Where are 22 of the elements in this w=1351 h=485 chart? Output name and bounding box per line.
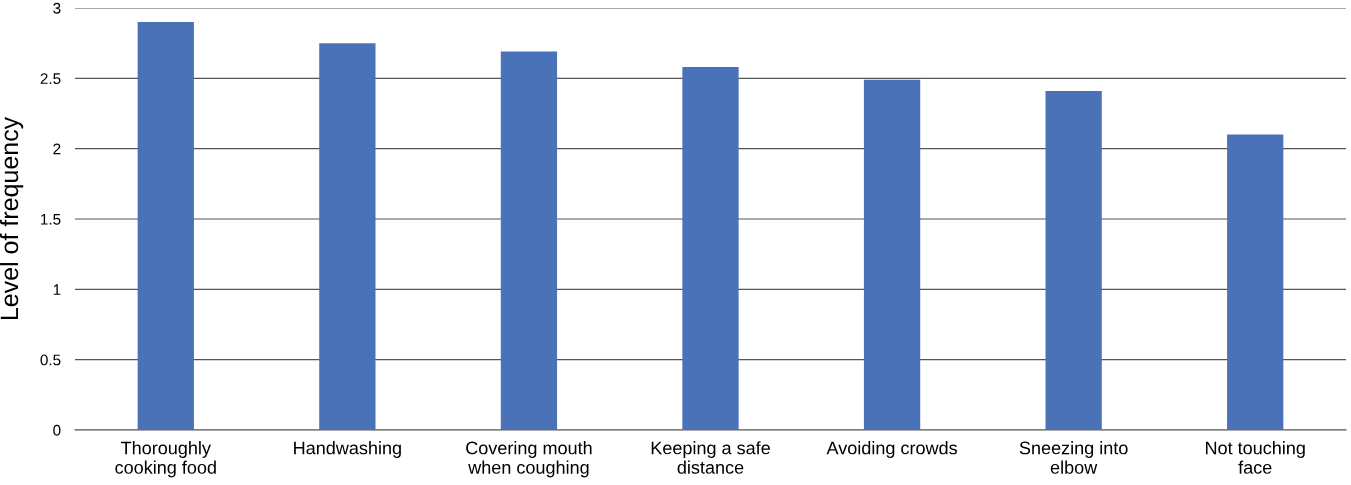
x-tick-label: Not touching face — [1206, 441, 1305, 474]
y-tick-label: 1.5 — [41, 214, 61, 225]
bar — [1227, 134, 1284, 430]
bar — [319, 43, 376, 430]
x-tick-label: Sneezing into elbow — [1019, 441, 1128, 474]
y-tick-label: 1 — [53, 284, 61, 295]
y-tick-label: 0 — [53, 424, 61, 436]
y-tick-label: 3 — [53, 2, 61, 14]
x-tick-label: Thoroughly cooking food — [115, 441, 216, 478]
x-tick-label: Keeping a safe distance — [651, 441, 770, 474]
bar — [137, 22, 194, 430]
bar — [500, 51, 558, 430]
y-tick-label: 0.5 — [40, 354, 61, 366]
x-tick-label: Avoiding crowds — [826, 441, 957, 458]
y-tick-label: 2.5 — [40, 73, 61, 85]
x-tick-label: Handwashing — [294, 441, 401, 458]
y-tick-label: 2 — [53, 143, 61, 155]
y-axis-title: Level of frequency — [0, 116, 24, 320]
x-tick-label: Covering mouth when coughing — [466, 441, 592, 478]
bar — [1045, 90, 1102, 430]
bar — [863, 79, 921, 430]
bar — [682, 67, 739, 430]
